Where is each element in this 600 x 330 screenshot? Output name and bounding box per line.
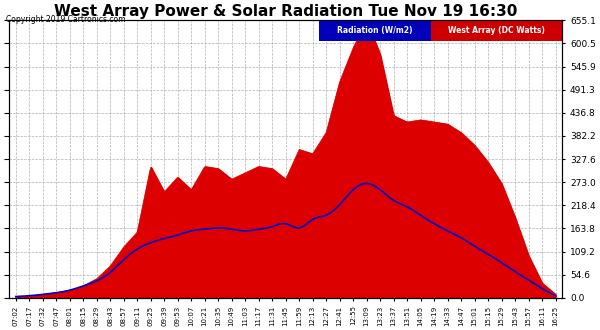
Text: Copyright 2019 Cartronics.com: Copyright 2019 Cartronics.com — [6, 15, 125, 24]
Title: West Array Power & Solar Radiation Tue Nov 19 16:30: West Array Power & Solar Radiation Tue N… — [54, 4, 517, 19]
